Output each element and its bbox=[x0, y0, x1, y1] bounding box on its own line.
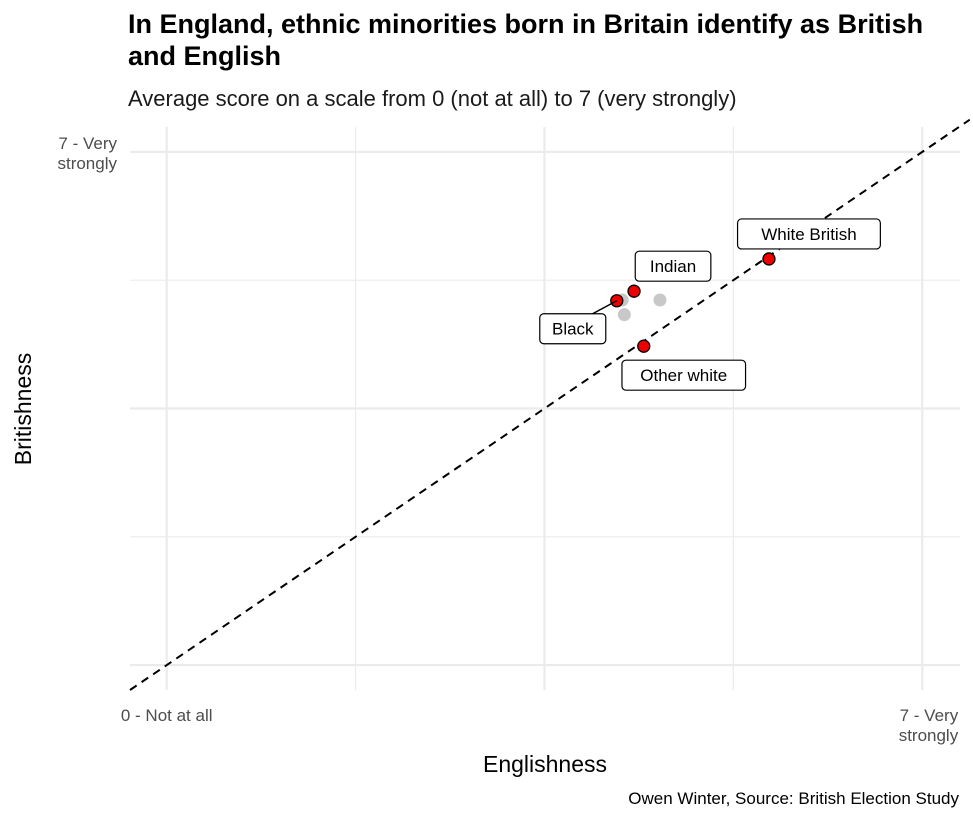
data-point-white-british bbox=[762, 252, 776, 266]
data-point-indian bbox=[627, 284, 641, 298]
point-label-box bbox=[736, 218, 881, 250]
point-label: Other white bbox=[640, 366, 727, 385]
data-point-other-white bbox=[637, 339, 651, 353]
data-point-muted bbox=[653, 293, 667, 307]
point-label: Black bbox=[552, 320, 594, 339]
x-tick-label: 7 - Very strongly bbox=[899, 706, 959, 745]
chart-title: In England, ethnic minorities born in Br… bbox=[128, 9, 924, 71]
point-label-box bbox=[634, 250, 712, 282]
point-label: Indian bbox=[650, 257, 696, 276]
label-leader-line bbox=[590, 300, 618, 316]
x-axis-title: Englishness bbox=[483, 751, 607, 777]
point-label: White British bbox=[761, 225, 856, 244]
point-label-box bbox=[539, 313, 607, 345]
chart-caption: Owen Winter, Source: British Election St… bbox=[628, 789, 959, 808]
chart-subtitle: Average score on a scale from 0 (not at … bbox=[128, 86, 737, 111]
y-axis-title: Britishness bbox=[10, 353, 36, 465]
data-point-muted bbox=[617, 308, 631, 322]
y-tick-label: 7 - Very strongly bbox=[57, 134, 117, 173]
reference-line-y-equals-x bbox=[129, 118, 971, 691]
x-tick-label: 0 - Not at all bbox=[121, 706, 213, 725]
point-label-box bbox=[621, 359, 747, 391]
